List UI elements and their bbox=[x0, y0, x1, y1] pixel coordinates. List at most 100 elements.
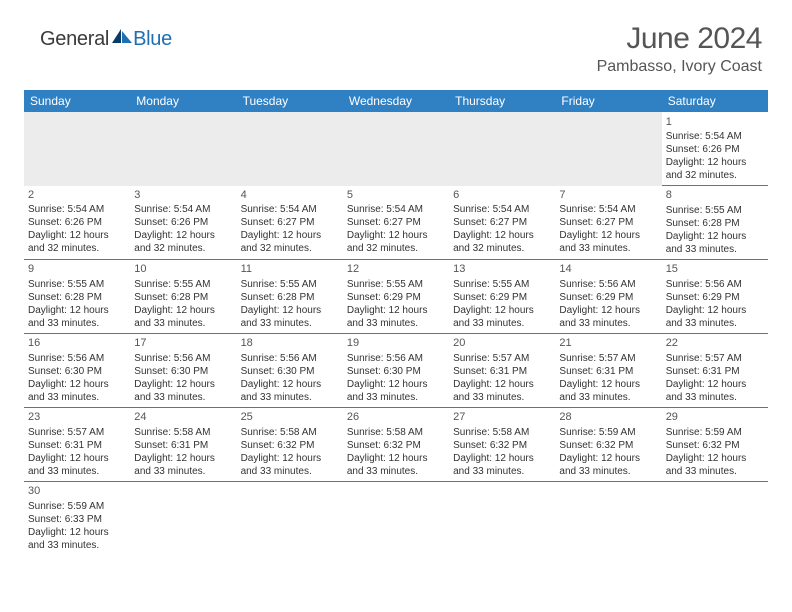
day-number: 27 bbox=[453, 410, 551, 424]
day-number: 26 bbox=[347, 410, 445, 424]
day-number: 16 bbox=[28, 336, 126, 350]
sunrise-line: Sunrise: 5:59 AM bbox=[28, 500, 126, 513]
calendar-cell: 20Sunrise: 5:57 AMSunset: 6:31 PMDayligh… bbox=[449, 334, 555, 408]
day-number: 23 bbox=[28, 410, 126, 424]
sunset-line: Sunset: 6:32 PM bbox=[241, 439, 339, 452]
day-number: 22 bbox=[666, 336, 764, 350]
day-number: 29 bbox=[666, 410, 764, 424]
sunset-line: Sunset: 6:27 PM bbox=[559, 216, 657, 229]
calendar-body: 1Sunrise: 5:54 AMSunset: 6:26 PMDaylight… bbox=[24, 112, 768, 556]
day-number: 17 bbox=[134, 336, 232, 350]
day-number: 10 bbox=[134, 262, 232, 276]
calendar-cell: 1Sunrise: 5:54 AMSunset: 6:26 PMDaylight… bbox=[662, 112, 768, 186]
calendar-cell bbox=[237, 112, 343, 186]
calendar-cell: 27Sunrise: 5:58 AMSunset: 6:32 PMDayligh… bbox=[449, 408, 555, 482]
sunrise-line: Sunrise: 5:57 AM bbox=[28, 426, 126, 439]
calendar-row: 16Sunrise: 5:56 AMSunset: 6:30 PMDayligh… bbox=[24, 334, 768, 408]
sunrise-line: Sunrise: 5:54 AM bbox=[28, 203, 126, 216]
daylight-line: Daylight: 12 hours and 33 minutes. bbox=[28, 452, 126, 478]
calendar-cell bbox=[662, 482, 768, 556]
sunset-line: Sunset: 6:31 PM bbox=[559, 365, 657, 378]
sunrise-line: Sunrise: 5:55 AM bbox=[453, 278, 551, 291]
sunrise-line: Sunrise: 5:56 AM bbox=[134, 352, 232, 365]
calendar-row: 23Sunrise: 5:57 AMSunset: 6:31 PMDayligh… bbox=[24, 408, 768, 482]
calendar-cell bbox=[343, 482, 449, 556]
weekday-header: Tuesday bbox=[237, 90, 343, 112]
sunrise-line: Sunrise: 5:57 AM bbox=[559, 352, 657, 365]
daylight-line: Daylight: 12 hours and 33 minutes. bbox=[28, 378, 126, 404]
daylight-line: Daylight: 12 hours and 33 minutes. bbox=[453, 378, 551, 404]
calendar-cell: 16 Sunrise: 5:56 AMSunset: 6:30 PMDayligh… bbox=[24, 334, 130, 408]
sunrise-line: Sunrise: 5:55 AM bbox=[134, 278, 232, 291]
sunset-line: Sunset: 6:32 PM bbox=[347, 439, 445, 452]
location-label: Pambasso, Ivory Coast bbox=[597, 58, 762, 76]
calendar-cell: 13Sunrise: 5:55 AMSunset: 6:29 PMDayligh… bbox=[449, 260, 555, 334]
day-number: 15 bbox=[666, 262, 764, 276]
sunrise-line: Sunrise: 5:56 AM bbox=[666, 278, 764, 291]
sunrise-line: Sunrise: 5:56 AM bbox=[241, 352, 339, 365]
sunrise-line: Sunrise: 5:58 AM bbox=[347, 426, 445, 439]
page-header: General Blue June 2024 Pambasso, Ivory C… bbox=[0, 0, 792, 84]
sunset-line: Sunset: 6:32 PM bbox=[453, 439, 551, 452]
daylight-line: Daylight: 12 hours and 33 minutes. bbox=[347, 452, 445, 478]
sunrise-line: Sunrise: 5:55 AM bbox=[347, 278, 445, 291]
calendar-cell: 2Sunrise: 5:54 AMSunset: 6:26 PMDaylight… bbox=[24, 186, 130, 260]
sunset-line: Sunset: 6:30 PM bbox=[134, 365, 232, 378]
daylight-line: Daylight: 12 hours and 33 minutes. bbox=[28, 526, 126, 552]
weekday-header: Wednesday bbox=[343, 90, 449, 112]
calendar-row: 9Sunrise: 5:55 AMSunset: 6:28 PMDaylight… bbox=[24, 260, 768, 334]
calendar-cell: 12Sunrise: 5:55 AMSunset: 6:29 PMDayligh… bbox=[343, 260, 449, 334]
sunset-line: Sunset: 6:32 PM bbox=[559, 439, 657, 452]
sunset-line: Sunset: 6:28 PM bbox=[666, 217, 764, 230]
daylight-line: Daylight: 12 hours and 32 minutes. bbox=[666, 156, 764, 182]
day-number: 28 bbox=[559, 410, 657, 424]
calendar-cell bbox=[343, 112, 449, 186]
daylight-line: Daylight: 12 hours and 33 minutes. bbox=[241, 452, 339, 478]
calendar-cell: 22Sunrise: 5:57 AMSunset: 6:31 PMDayligh… bbox=[662, 334, 768, 408]
sunrise-line: Sunrise: 5:58 AM bbox=[134, 426, 232, 439]
sunrise-line: Sunrise: 5:54 AM bbox=[241, 203, 339, 216]
calendar-cell: 9Sunrise: 5:55 AMSunset: 6:28 PMDaylight… bbox=[24, 260, 130, 334]
sunrise-line: Sunrise: 5:54 AM bbox=[134, 203, 232, 216]
day-number: 9 bbox=[28, 262, 126, 276]
sunrise-line: Sunrise: 5:58 AM bbox=[241, 426, 339, 439]
page-title: June 2024 bbox=[597, 22, 762, 56]
logo: General Blue bbox=[40, 28, 172, 51]
day-number: 20 bbox=[453, 336, 551, 350]
sunset-line: Sunset: 6:28 PM bbox=[241, 291, 339, 304]
daylight-line: Daylight: 12 hours and 33 minutes. bbox=[559, 452, 657, 478]
sunset-line: Sunset: 6:27 PM bbox=[453, 216, 551, 229]
calendar-cell bbox=[449, 482, 555, 556]
calendar-cell: 15 Sunrise: 5:56 AMSunset: 6:29 PMDayligh… bbox=[662, 260, 768, 334]
daylight-line: Daylight: 12 hours and 33 minutes. bbox=[453, 304, 551, 330]
sunset-line: Sunset: 6:27 PM bbox=[241, 216, 339, 229]
daylight-line: Daylight: 12 hours and 33 minutes. bbox=[666, 452, 764, 478]
calendar-cell bbox=[24, 112, 130, 186]
calendar-cell: 10Sunrise: 5:55 AMSunset: 6:28 PMDayligh… bbox=[130, 260, 236, 334]
daylight-line: Daylight: 12 hours and 32 minutes. bbox=[453, 229, 551, 255]
calendar-cell: 17 Sunrise: 5:56 AMSunset: 6:30 PMDayligh… bbox=[130, 334, 236, 408]
calendar-cell: 14Sunrise: 5:56 AMSunset: 6:29 PMDayligh… bbox=[555, 260, 661, 334]
sunrise-line: Sunrise: 5:56 AM bbox=[28, 352, 126, 365]
calendar-cell: 18Sunrise: 5:56 AMSunset: 6:30 PMDayligh… bbox=[237, 334, 343, 408]
daylight-line: Daylight: 12 hours and 33 minutes. bbox=[666, 304, 764, 330]
day-number: 14 bbox=[559, 262, 657, 276]
day-number: 25 bbox=[241, 410, 339, 424]
daylight-line: Daylight: 12 hours and 33 minutes. bbox=[241, 304, 339, 330]
sunset-line: Sunset: 6:29 PM bbox=[666, 291, 764, 304]
sunrise-line: Sunrise: 5:54 AM bbox=[453, 203, 551, 216]
calendar-cell bbox=[449, 112, 555, 186]
daylight-line: Daylight: 12 hours and 33 minutes. bbox=[559, 229, 657, 255]
calendar-cell bbox=[237, 482, 343, 556]
logo-text-general: General bbox=[40, 28, 109, 51]
day-number: 19 bbox=[347, 336, 445, 350]
day-number: 8 bbox=[666, 188, 764, 202]
daylight-line: Daylight: 12 hours and 33 minutes. bbox=[134, 378, 232, 404]
day-number: 24 bbox=[134, 410, 232, 424]
calendar-row: 2Sunrise: 5:54 AMSunset: 6:26 PMDaylight… bbox=[24, 186, 768, 260]
calendar-cell: 29Sunrise: 5:59 AMSunset: 6:32 PMDayligh… bbox=[662, 408, 768, 482]
sunset-line: Sunset: 6:30 PM bbox=[28, 365, 126, 378]
calendar-cell: 5Sunrise: 5:54 AMSunset: 6:27 PMDaylight… bbox=[343, 186, 449, 260]
sunset-line: Sunset: 6:29 PM bbox=[559, 291, 657, 304]
calendar-cell: 6Sunrise: 5:54 AMSunset: 6:27 PMDaylight… bbox=[449, 186, 555, 260]
